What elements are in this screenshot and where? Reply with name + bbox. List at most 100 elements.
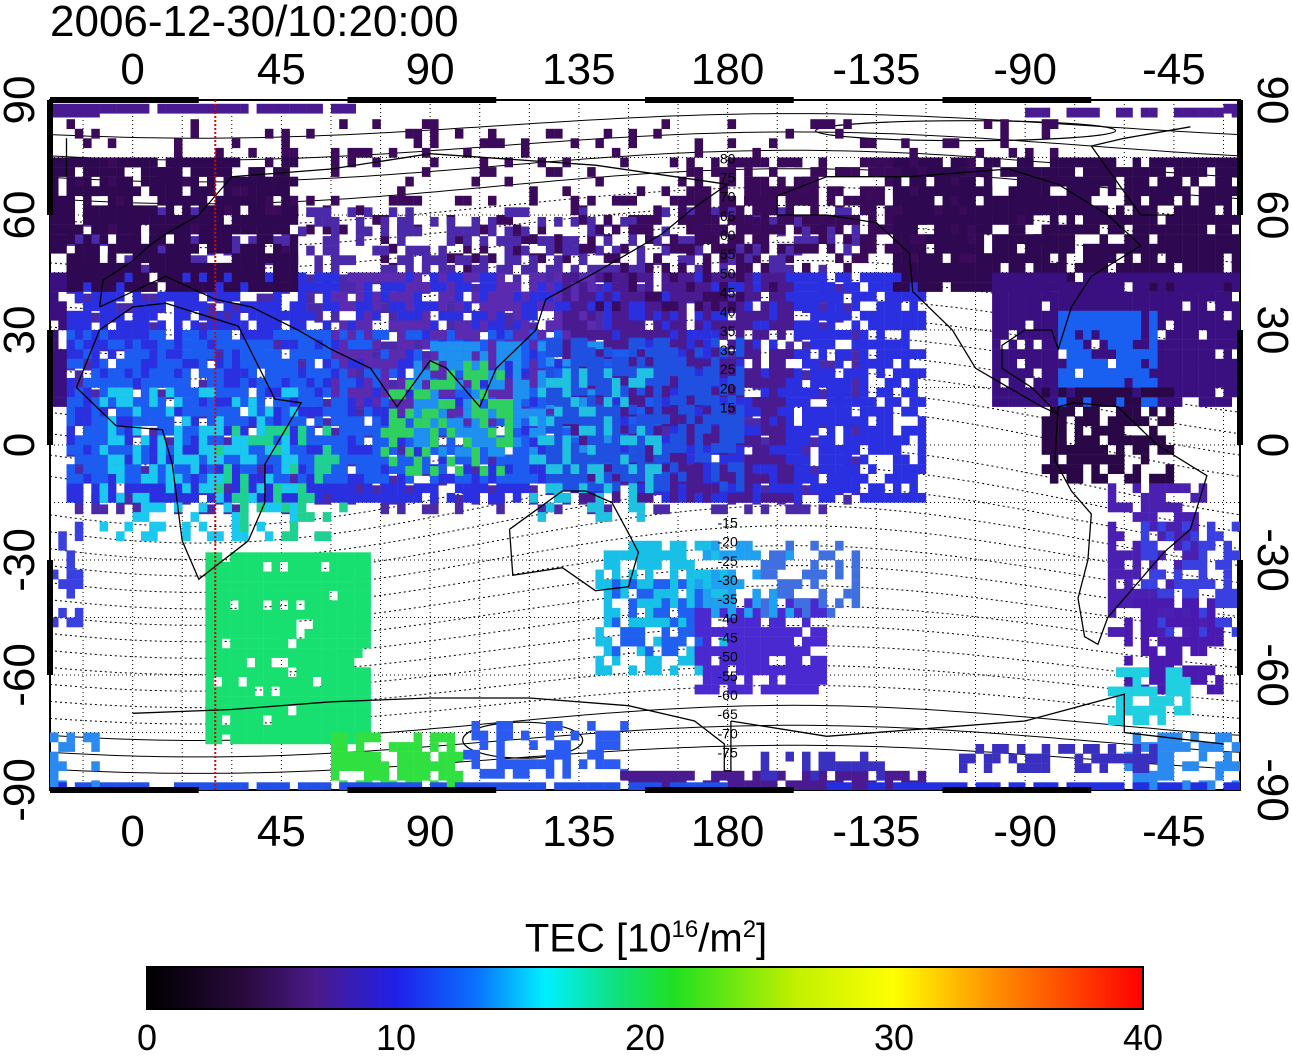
tec-cell: [471, 264, 480, 275]
tec-cell: [479, 418, 489, 428]
tec-cell: [273, 473, 282, 484]
tec-cell: [405, 255, 414, 266]
tec-cell: [777, 186, 786, 197]
tec-cell: [223, 312, 232, 323]
tec-cell: [207, 464, 216, 474]
tec-cell: [273, 397, 282, 407]
tec-cell: [735, 454, 745, 465]
tec-cell: [240, 339, 249, 350]
tec-cell: [909, 492, 918, 503]
tec-cell: [884, 339, 894, 350]
tec-cell: [843, 397, 852, 407]
tec-cell: [372, 339, 381, 350]
tec-cell: [157, 207, 166, 218]
tec-cell: [116, 531, 125, 542]
tec-cell: [231, 358, 241, 369]
tec-cell: [314, 435, 323, 446]
tec-cell: [312, 581, 322, 591]
tec-cell: [769, 339, 778, 350]
tec-cell: [140, 320, 150, 331]
tec-cell: [321, 648, 330, 658]
tec-cell: [397, 473, 406, 484]
tec-cell: [512, 236, 522, 246]
tec-cell: [769, 473, 778, 484]
tec-cell: [238, 552, 247, 563]
tec-cell: [288, 581, 297, 591]
tec-cell: [454, 446, 464, 457]
tec-cell: [182, 521, 191, 532]
tec-cell: [238, 590, 247, 601]
tec-cell: [843, 282, 852, 292]
tec-cell: [1008, 147, 1018, 158]
tec-cell: [603, 310, 613, 321]
tec-cell: [174, 473, 183, 484]
tec-cell: [802, 416, 811, 427]
tec-cell: [446, 282, 456, 292]
tec-cell: [859, 349, 869, 359]
tec-cell: [636, 310, 646, 321]
tec-cell: [504, 387, 513, 398]
tec-cell: [157, 389, 166, 400]
tec-cell: [321, 734, 330, 745]
tec-cell: [562, 236, 571, 246]
tec-cell: [752, 406, 761, 417]
tec-cell: [297, 301, 307, 312]
tec-cell: [901, 387, 910, 398]
tec-cell: [289, 483, 299, 494]
tec-cell: [149, 445, 158, 455]
tec-cell: [488, 437, 497, 448]
tec-cell: [364, 339, 373, 350]
tec-cell: [321, 609, 330, 620]
tec-cell: [213, 724, 223, 735]
tec-cell: [818, 303, 827, 313]
tec-cell: [116, 473, 125, 484]
tec-cell: [537, 341, 547, 352]
tec-cell: [496, 387, 505, 398]
tec-cell: [83, 416, 92, 427]
tec-cell: [355, 339, 365, 350]
tec-cell: [306, 435, 315, 446]
tec-cell: [454, 427, 464, 438]
tec-cell: [240, 397, 249, 407]
tec-cell: [213, 638, 223, 649]
tec-cell: [149, 416, 158, 427]
tec-cell: [785, 483, 794, 494]
tec-cell: [372, 368, 381, 379]
tec-cell: [347, 406, 356, 417]
tec-cell: [529, 255, 538, 266]
tec-cell: [802, 358, 811, 369]
tec-cell: [74, 358, 84, 369]
tec-cell: [74, 492, 84, 503]
tec-cell: [165, 425, 175, 436]
tec-cell: [83, 293, 92, 304]
tec-cell: [463, 492, 472, 503]
tec-cell: [843, 416, 852, 427]
tec-cell: [339, 349, 348, 359]
tec-cell: [273, 301, 282, 312]
tec-cell: [454, 330, 464, 340]
tec-cell: [587, 195, 596, 206]
tec-cell: [521, 301, 530, 312]
tec-cell: [281, 473, 290, 484]
tec-cell: [463, 370, 472, 381]
tec-cell: [254, 590, 264, 601]
tec-cell: [793, 483, 803, 494]
tec-cell: [876, 387, 885, 398]
tec-cell: [917, 320, 927, 331]
tec-cell: [221, 609, 231, 620]
tec-cell: [892, 464, 902, 474]
tec-cell: [851, 473, 861, 484]
tec-cell: [289, 416, 299, 427]
tec-cell: [256, 310, 266, 321]
tec-cell: [479, 320, 489, 331]
tec-cell: [380, 358, 390, 369]
tec-cell: [312, 715, 322, 726]
tec-cell: [238, 734, 247, 745]
tec-cell: [785, 253, 794, 264]
tec-cell: [405, 245, 414, 256]
tec-cell: [521, 349, 530, 359]
tec-cell: [74, 435, 84, 446]
tec-cell: [413, 445, 423, 455]
tec-cell: [405, 291, 414, 302]
tec-cell: [380, 368, 390, 379]
